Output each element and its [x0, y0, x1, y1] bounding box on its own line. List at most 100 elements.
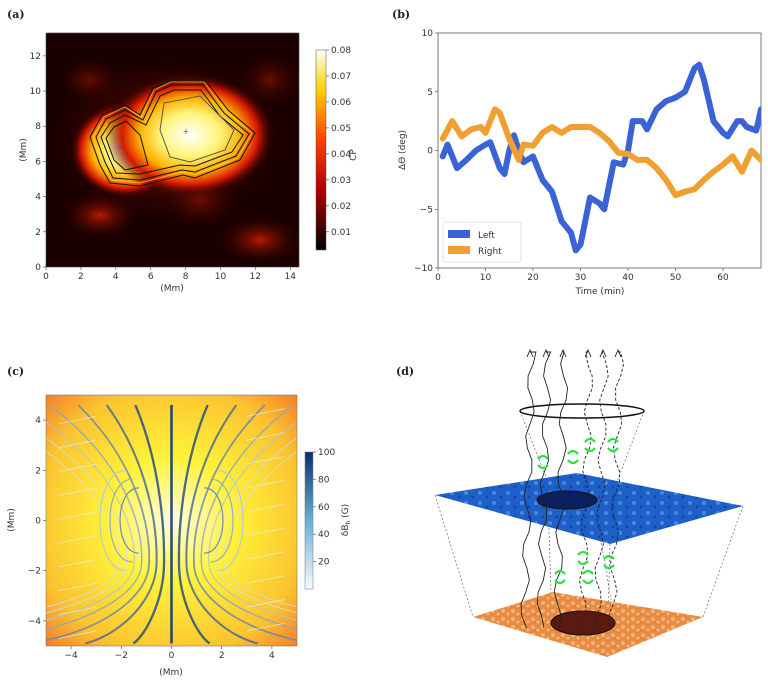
colorbar-tick-label: 0.08 [331, 46, 351, 56]
arrow-head-icon [526, 348, 534, 358]
x-axis-tick-label: 10 [480, 273, 492, 283]
twist-arrow-icon [537, 454, 549, 470]
y-axis-tick-label: 2 [35, 466, 41, 476]
streamline-outer [58, 439, 97, 449]
x-axis-tick-label: 2 [78, 272, 84, 282]
panel-c-label: (c) [7, 365, 24, 378]
streamline-outer [58, 630, 97, 639]
streamline-loop [119, 487, 139, 554]
arrow-head-icon [584, 348, 592, 358]
streamline-outer [246, 575, 285, 584]
marker-right: + [183, 127, 190, 136]
x-axis-label: Time (min) [575, 287, 625, 297]
contour-lines [89, 79, 256, 187]
y-axis-tick-label: 10 [422, 29, 434, 39]
y-axis-tick-label: 8 [35, 122, 41, 132]
colorbar-tick-label: 0.07 [331, 72, 351, 82]
streamline [185, 404, 258, 645]
streamline-outer [246, 432, 285, 441]
y-axis-tick-label: 6 [35, 157, 41, 167]
x-axis-tick-label: 4 [269, 651, 275, 661]
colorbar-tick-label: 0.04 [331, 150, 351, 160]
colorbar-label: δBh (G) [341, 504, 352, 536]
contour-lines-yellow [92, 81, 253, 184]
twist-arrow-icon [603, 554, 615, 570]
arrow-head-icon [542, 348, 550, 358]
y-axis-tick-label: 2 [35, 228, 41, 238]
streamline [192, 404, 297, 642]
streamline-outer [246, 623, 285, 632]
twist-arrow-icon [607, 437, 619, 453]
streamline-outer [246, 551, 285, 560]
top-ellipse [519, 403, 645, 419]
streamline [223, 451, 297, 608]
streamline [85, 404, 158, 645]
panel-d-3d-schematic [434, 348, 744, 658]
x-axis-tick-label: 60 [717, 273, 729, 283]
y-axis-tick-label: 5 [427, 88, 433, 98]
colorbar-tick-label: 0.01 [331, 228, 351, 238]
upper-plane [435, 473, 743, 544]
streamline-loop [109, 478, 133, 563]
legend-label-left: Left [478, 231, 495, 241]
streamline-outer [58, 415, 97, 425]
panel-a-heatmap: + + 0 2 4 6 8 10 12 14 0 2 4 6 8 10 12 (Mm) (Mm) 0.01 0… [19, 32, 359, 294]
panel-c-streamplot: −4 −2 0 2 4 −4 −2 0 2 4 (Mm) (Mm) 20 40 60 80 100 δBh… [7, 394, 352, 678]
y-axis-label: (Mm) [19, 138, 29, 162]
colorbar-tick-label: 0.02 [331, 202, 351, 212]
colorbar-tick-label: 20 [318, 558, 330, 568]
legend-swatch-right [448, 246, 470, 254]
streamline [46, 404, 143, 630]
colorbar [304, 451, 314, 590]
legend-swatch-left [448, 230, 470, 238]
colorbar-tick-label: 0.06 [331, 98, 351, 108]
y-axis-tick-label: −4 [28, 617, 42, 627]
arrow-head-icon [559, 348, 567, 358]
streamline-outer [58, 559, 97, 568]
y-axis-label: ΔΘ (deg) [398, 130, 408, 170]
streamline-loop [210, 478, 234, 563]
x-axis-tick-label: 20 [527, 273, 539, 283]
y-axis-tick-label: −2 [28, 567, 41, 577]
x-axis-tick-label: 8 [183, 272, 189, 282]
colorbar-tick-label: 40 [318, 530, 330, 540]
streamline [177, 404, 211, 645]
streamline [200, 404, 297, 630]
x-axis-tick-label: 0 [43, 272, 49, 282]
x-axis-tick-label: 4 [113, 272, 119, 282]
plot-frame [45, 32, 300, 268]
streamline [46, 404, 151, 642]
y-axis-tick-label: 10 [30, 87, 42, 97]
x-axis-tick-label: 0 [169, 651, 175, 661]
colorbar [315, 49, 327, 251]
x-axis-tick-label: −4 [64, 651, 78, 661]
arrow-head-icon [599, 348, 607, 358]
panel-a-label: (a) [7, 8, 25, 21]
y-axis-tick-label: 0 [35, 263, 41, 273]
streamline-loop [204, 487, 224, 554]
streamline-outer [246, 408, 285, 417]
twist-arrow-icon [577, 550, 589, 566]
arrow-head-icon [614, 348, 622, 358]
x-axis-tick-label: 50 [670, 273, 682, 283]
streamline [208, 421, 297, 621]
heatmap-blobs [46, 50, 299, 265]
y-axis-tick-label: 0 [427, 147, 433, 157]
colorbar-tick-label: 0.05 [331, 124, 351, 134]
field-line [608, 351, 625, 629]
colorbar-tick-label: 100 [318, 448, 335, 458]
y-axis-tick-label: −10 [414, 264, 433, 274]
x-axis-tick-label: 10 [215, 272, 227, 282]
y-axis-tick-label: 12 [30, 52, 41, 62]
colorbar-tick-label: 60 [318, 503, 330, 513]
x-axis-tick-label: 0 [435, 273, 441, 283]
colorbar-tick-label: 80 [318, 475, 330, 485]
streamline-outer [58, 606, 97, 616]
streamline-loop [99, 469, 127, 572]
streamline [46, 421, 135, 621]
x-axis-tick-label: 12 [250, 272, 261, 282]
y-axis-tick-label: 0 [35, 517, 41, 527]
field-line [553, 351, 569, 629]
